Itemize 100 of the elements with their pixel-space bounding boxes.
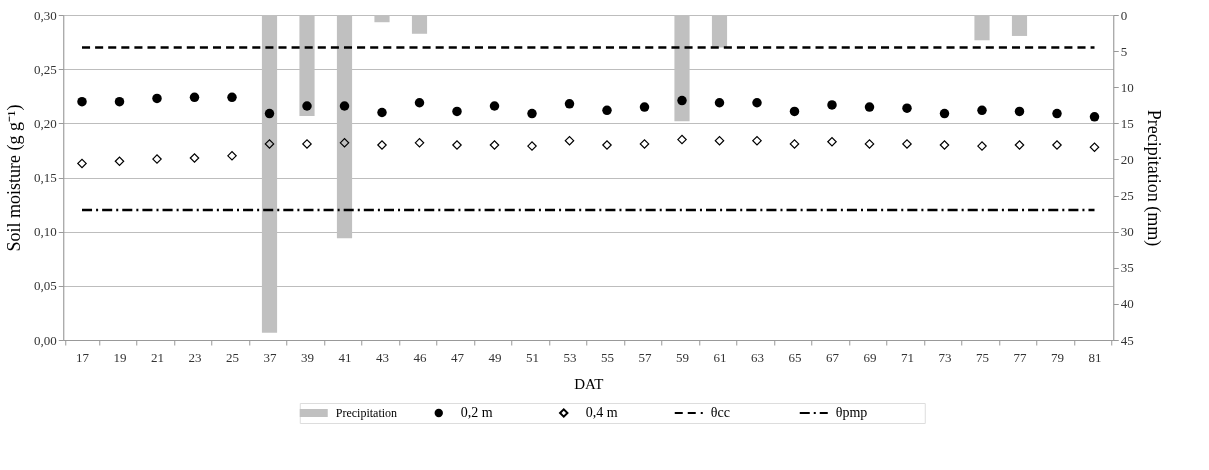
point — [414, 98, 425, 108]
point — [339, 101, 350, 111]
x-tick-label: 39 — [301, 349, 314, 365]
point — [152, 93, 162, 104]
point — [789, 139, 800, 149]
point — [152, 154, 162, 164]
legend-label: 0,4 m — [585, 405, 618, 420]
y2-tick-label: 5 — [1120, 43, 1128, 59]
y2-tick-label: 40 — [1120, 296, 1134, 312]
y2-axis-title: Precipitation (mm) — [1142, 109, 1164, 247]
point — [639, 139, 650, 149]
point — [189, 153, 200, 163]
y2-tick-label: 45 — [1120, 332, 1134, 348]
x-tick-label: 63 — [751, 349, 764, 365]
x-tick-label: 57 — [638, 349, 652, 365]
x-tick-label: 46 — [413, 349, 427, 365]
y-axis-title: Soil moisture (g g⁻¹) — [4, 104, 25, 252]
y-tick-label: 0,05 — [34, 278, 57, 294]
x-tick-label: 55 — [601, 349, 614, 365]
point — [339, 138, 350, 148]
x-tick-label: 19 — [113, 349, 127, 365]
point — [452, 106, 462, 117]
point — [302, 101, 312, 111]
point — [677, 134, 687, 145]
point — [639, 102, 650, 112]
point — [264, 108, 275, 119]
x-tick-label: 61 — [713, 349, 727, 365]
point — [227, 151, 237, 161]
x-tick-label: 81 — [1088, 349, 1102, 365]
x-tick-label: 49 — [488, 349, 502, 365]
point — [564, 99, 575, 109]
y2-tick-label: 0 — [1120, 7, 1128, 23]
x-tick-label: 47 — [451, 349, 465, 365]
legend-label: θpmp — [835, 405, 868, 420]
point — [227, 92, 237, 103]
y-tick-label: 0,20 — [34, 115, 57, 131]
x-tick-label: 65 — [788, 349, 802, 365]
point — [77, 96, 87, 107]
x-tick-label: 67 — [826, 349, 840, 365]
point — [377, 107, 387, 118]
point — [902, 139, 912, 149]
x-tick-label: 75 — [976, 349, 989, 365]
point — [114, 96, 125, 107]
x-tick-label: 71 — [901, 349, 914, 365]
x-tick-label: 79 — [1051, 349, 1064, 365]
x-tick-label: 73 — [938, 349, 952, 365]
point — [489, 101, 500, 111]
point — [864, 102, 875, 112]
point — [527, 108, 537, 119]
y2-tick-label: 35 — [1120, 260, 1134, 276]
point — [77, 158, 87, 169]
x-tick-label: 41 — [338, 349, 352, 365]
y-tick-label: 0,25 — [34, 61, 57, 77]
x-tick-label: 43 — [376, 349, 389, 365]
x-axis-title: DAT — [574, 375, 604, 392]
point — [977, 105, 987, 116]
point — [714, 98, 725, 108]
point — [789, 106, 800, 117]
point — [414, 138, 425, 148]
point — [902, 103, 912, 113]
point — [1014, 140, 1025, 150]
point — [714, 135, 725, 146]
x-tick-label: 51 — [526, 349, 539, 365]
legend-label: Precipitation — [335, 406, 398, 420]
point — [1089, 112, 1100, 122]
point — [677, 95, 687, 106]
y2-tick-label: 20 — [1120, 151, 1134, 167]
y-tick-label: 0,00 — [34, 332, 57, 348]
y-tick-label: 0,10 — [34, 224, 57, 240]
point — [302, 139, 312, 149]
y2-tick-label: 25 — [1120, 188, 1134, 204]
x-tick-label: 37 — [263, 349, 277, 365]
point — [752, 98, 762, 108]
point — [377, 140, 387, 150]
x-tick-label: 53 — [563, 349, 577, 365]
point — [1089, 142, 1100, 152]
x-tick-label: 69 — [863, 349, 877, 365]
legend-label: 0,2 m — [460, 405, 493, 420]
point — [939, 108, 950, 119]
point — [264, 139, 275, 149]
point — [602, 140, 612, 150]
x-tick-label: 17 — [76, 349, 90, 365]
point — [527, 141, 537, 151]
x-tick-label: 21 — [151, 349, 164, 365]
x-tick-label: 25 — [226, 349, 239, 365]
point — [114, 156, 125, 167]
y-tick-label: 0,30 — [34, 7, 57, 23]
point — [452, 140, 462, 150]
x-tick-label: 23 — [188, 349, 202, 365]
point — [1014, 106, 1025, 117]
point — [564, 135, 575, 146]
point — [827, 100, 837, 110]
point — [1052, 108, 1062, 119]
y2-tick-label: 30 — [1120, 224, 1134, 240]
point — [827, 136, 837, 147]
point — [189, 92, 200, 103]
point — [489, 140, 500, 150]
y2-tick-label: 15 — [1120, 115, 1134, 131]
legend-label: θcc — [710, 405, 730, 420]
point — [864, 139, 875, 149]
